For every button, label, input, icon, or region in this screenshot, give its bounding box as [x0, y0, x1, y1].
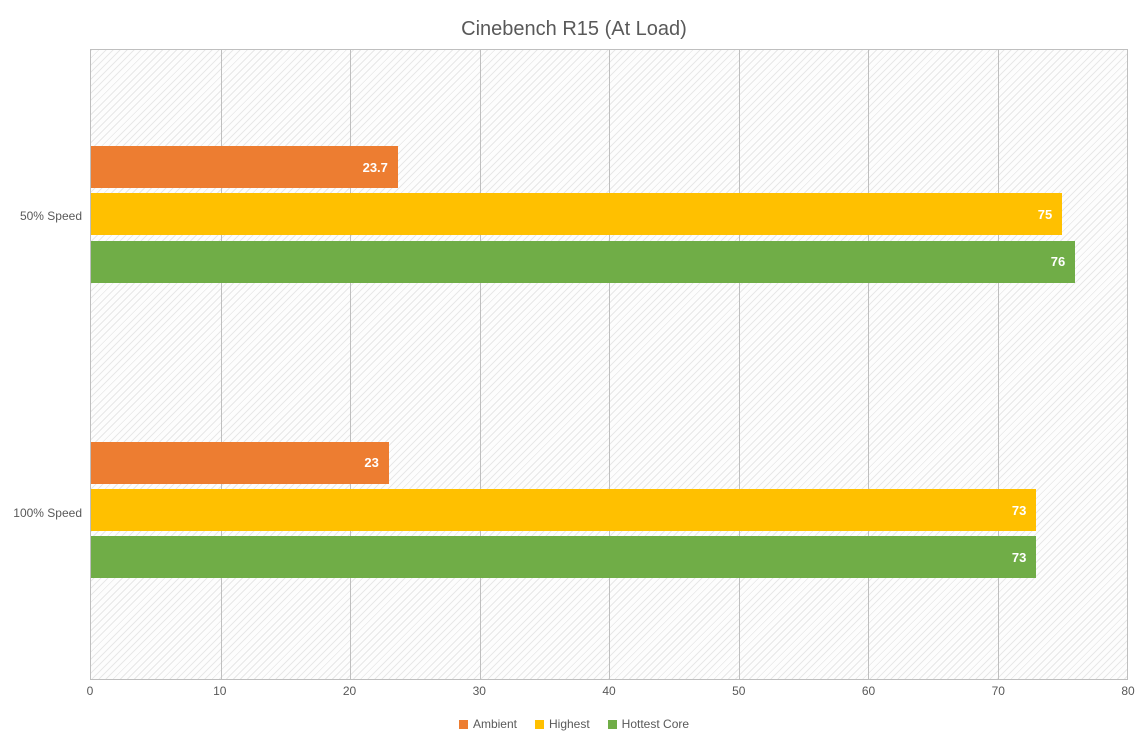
bar-ambient: 23 — [91, 442, 389, 484]
bar-value-label: 73 — [1012, 550, 1026, 565]
bar-highest: 73 — [91, 489, 1036, 531]
bar-value-label: 75 — [1038, 207, 1052, 222]
bar-value-label: 76 — [1051, 254, 1065, 269]
y-category-label: 50% Speed — [20, 209, 82, 223]
bars-layer: 23.7 75 76 23 73 73 — [91, 50, 1127, 679]
bar-value-label: 23 — [364, 455, 378, 470]
x-tick-label: 40 — [602, 684, 615, 698]
legend: Ambient Highest Hottest Core — [0, 708, 1148, 740]
x-tick-label: 10 — [213, 684, 226, 698]
legend-item: Ambient — [459, 717, 517, 731]
legend-swatch — [608, 720, 617, 729]
bar-hottest-core: 76 — [91, 241, 1075, 283]
legend-item: Highest — [535, 717, 590, 731]
x-tick-label: 70 — [992, 684, 1005, 698]
bar-value-label: 73 — [1012, 503, 1026, 518]
y-axis-labels: 50% Speed 100% Speed — [0, 49, 90, 680]
chart-container: Cinebench R15 (At Load) 50% Speed 100% S… — [0, 0, 1148, 740]
x-axis: 0 10 20 30 40 50 60 70 80 — [0, 680, 1148, 708]
x-tick-label: 60 — [862, 684, 875, 698]
bar-hottest-core: 73 — [91, 536, 1036, 578]
legend-swatch — [459, 720, 468, 729]
bar-ambient: 23.7 — [91, 146, 398, 188]
x-tick-label: 0 — [87, 684, 94, 698]
x-tick-label: 80 — [1121, 684, 1134, 698]
x-axis-ticks: 01020304050607080 — [90, 680, 1128, 708]
x-tick-label: 50 — [732, 684, 745, 698]
legend-label: Highest — [549, 717, 590, 731]
plot-wrap: 50% Speed 100% Speed 23.7 75 76 23 73 73 — [0, 49, 1148, 680]
legend-label: Ambient — [473, 717, 517, 731]
legend-swatch — [535, 720, 544, 729]
bar-value-label: 23.7 — [363, 160, 388, 175]
x-tick-label: 30 — [473, 684, 486, 698]
legend-item: Hottest Core — [608, 717, 689, 731]
y-category-label: 100% Speed — [13, 506, 82, 520]
x-tick-label: 20 — [343, 684, 356, 698]
plot-area: 23.7 75 76 23 73 73 — [90, 49, 1128, 680]
bar-highest: 75 — [91, 193, 1062, 235]
legend-label: Hottest Core — [622, 717, 689, 731]
chart-title: Cinebench R15 (At Load) — [0, 0, 1148, 49]
